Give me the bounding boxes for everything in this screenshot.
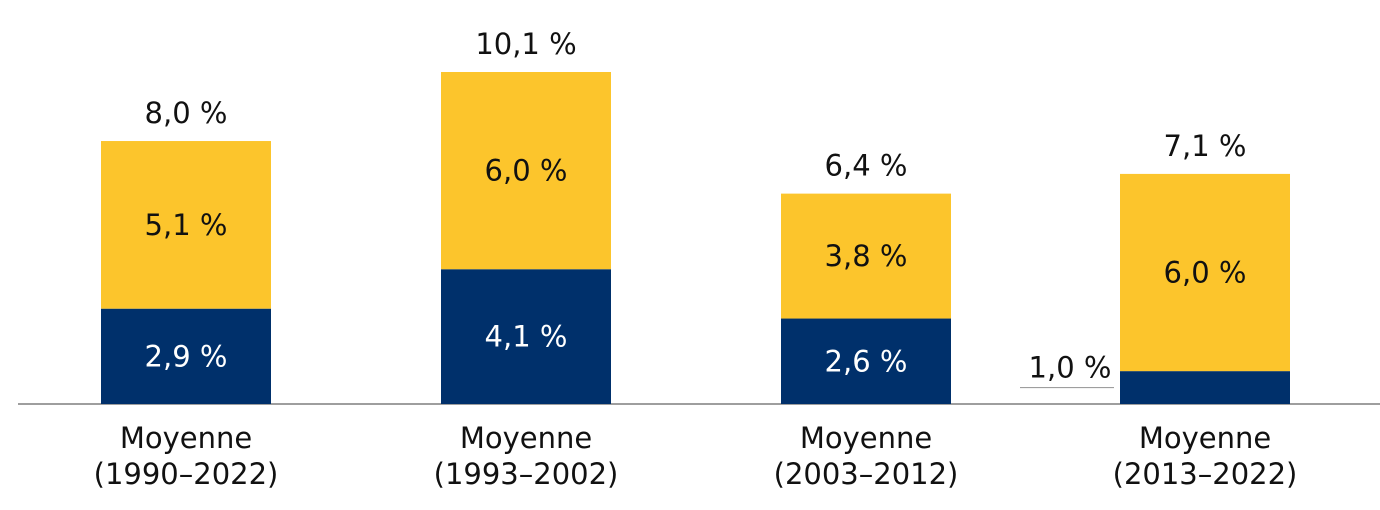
bar-segment-bottom	[1120, 371, 1290, 404]
category-label-line2: (1990–2022)	[94, 457, 279, 491]
category-label-line1: Moyenne	[800, 421, 932, 455]
top-segment-label: 6,0 %	[1164, 256, 1247, 290]
category-label-line2: (1993–2002)	[434, 457, 619, 491]
category-label-line1: Moyenne	[460, 421, 592, 455]
total-label: 7,1 %	[1164, 129, 1247, 163]
bottom-segment-label: 2,6 %	[825, 344, 908, 378]
bar-segment-top	[441, 72, 611, 270]
top-segment-label: 5,1 %	[145, 208, 228, 242]
bar-segment-bottom	[441, 269, 611, 404]
total-label: 6,4 %	[825, 149, 908, 183]
bar-segment-top	[1120, 173, 1290, 372]
bar-segment-top	[781, 193, 951, 319]
total-label: 10,1 %	[475, 27, 576, 61]
category-label-line1: Moyenne	[1139, 421, 1271, 455]
top-segment-label: 6,0 %	[485, 154, 568, 188]
bottom-segment-label: 1,0 %	[1029, 351, 1112, 385]
bar-segment-bottom	[101, 308, 271, 404]
category-label-line1: Moyenne	[120, 421, 252, 455]
bottom-segment-label: 4,1 %	[485, 320, 568, 354]
bottom-segment-label: 2,9 %	[145, 339, 228, 373]
bar-segment-top	[101, 141, 271, 309]
category-label-line2: (2003–2012)	[774, 457, 959, 491]
total-label: 8,0 %	[145, 96, 228, 130]
top-segment-label: 3,8 %	[825, 239, 908, 273]
bar-segment-bottom	[781, 318, 951, 404]
category-label-line2: (2013–2022)	[1113, 457, 1298, 491]
